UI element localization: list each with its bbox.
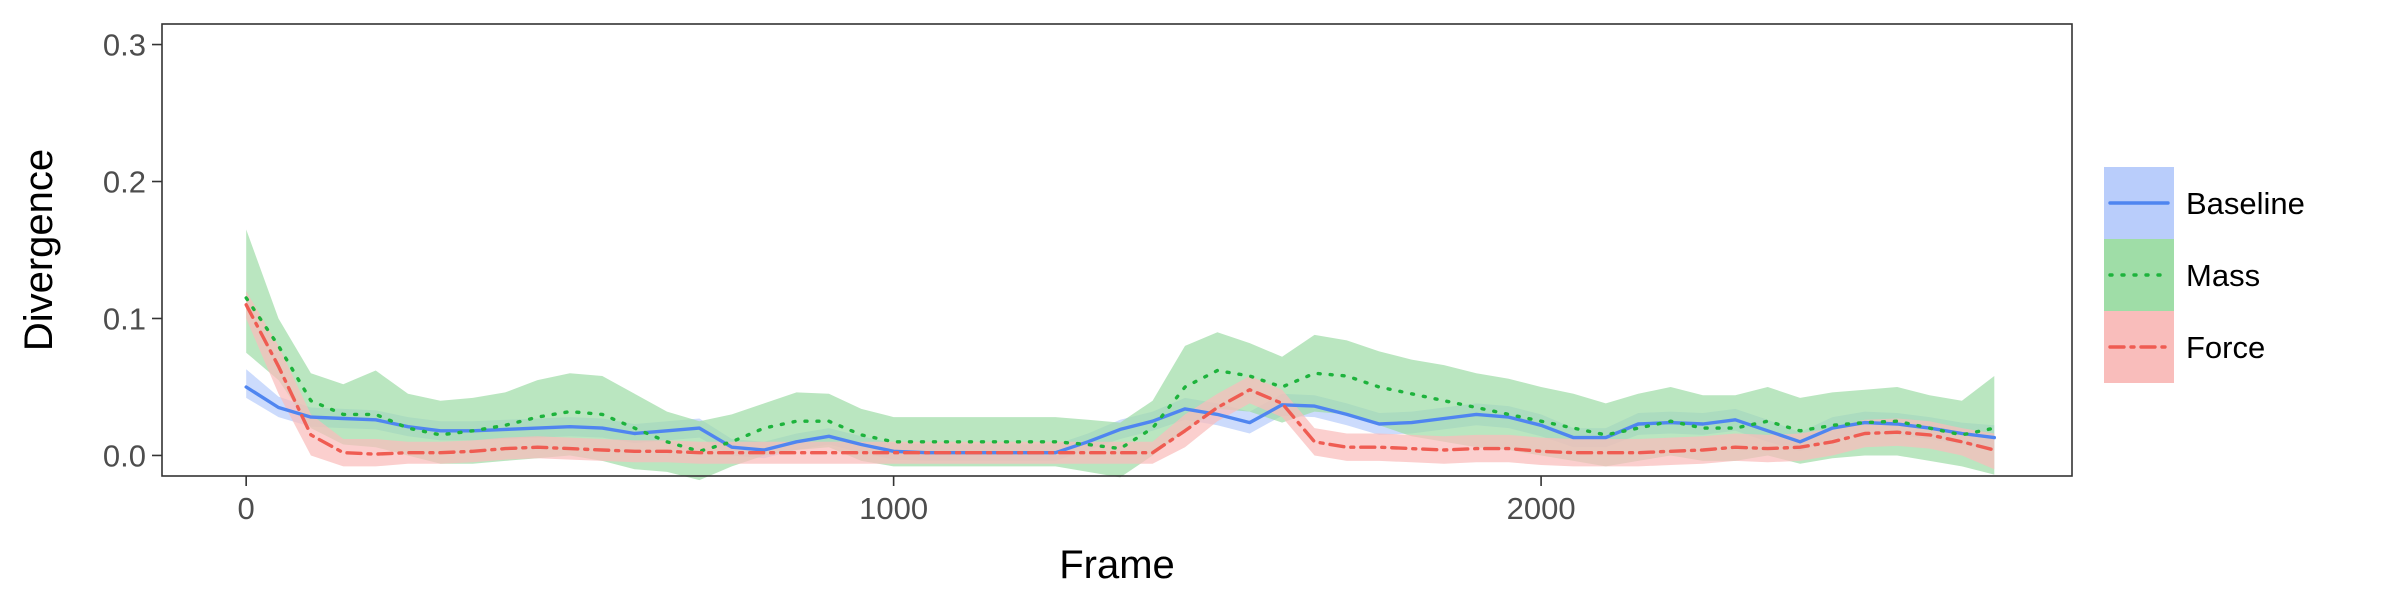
legend-label-baseline: Baseline xyxy=(2186,186,2305,221)
x-tick-label: 0 xyxy=(238,491,255,526)
x-tick-label: 1000 xyxy=(859,491,928,526)
y-tick-label: 0.3 xyxy=(103,28,146,63)
legend-label-force: Force xyxy=(2186,330,2265,365)
band-mass xyxy=(246,229,1995,481)
plot-panel-border xyxy=(161,23,2073,477)
y-axis-ticks: 0.0 0.1 0.2 0.3 xyxy=(103,28,162,473)
line-baseline xyxy=(244,385,1997,455)
legend-label-mass: Mass xyxy=(2186,258,2260,293)
y-tick-label: 0.0 xyxy=(103,438,146,473)
x-tick-label: 2000 xyxy=(1507,491,1576,526)
y-tick-label: 0.2 xyxy=(103,165,146,200)
y-axis-title: Divergence xyxy=(17,149,61,351)
x-axis-title: Frame xyxy=(1059,543,1175,587)
x-axis-ticks: 0 1000 2000 xyxy=(238,476,1576,526)
legend: Baseline Mass Force xyxy=(2104,167,2305,383)
series-lines xyxy=(244,296,1997,456)
line-force xyxy=(244,303,1997,456)
y-tick-label: 0.1 xyxy=(103,301,146,336)
legend-key-mass xyxy=(2104,239,2174,311)
